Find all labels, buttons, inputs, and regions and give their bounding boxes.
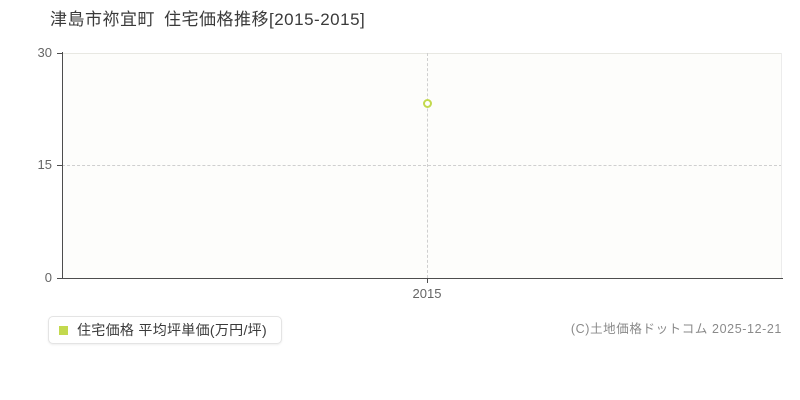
y-tick-mark-30	[57, 53, 62, 54]
x-tick-label-2015: 2015	[412, 286, 442, 301]
y-axis-line	[62, 52, 63, 279]
plot-right-edge	[781, 53, 782, 278]
legend-label: 住宅価格 平均坪単価(万円/坪)	[77, 322, 267, 338]
y-tick-label-0: 0	[44, 270, 52, 285]
chart-title-metric: 住宅価格推移[2015-2015]	[164, 10, 366, 29]
y-tick-label-30: 30	[37, 45, 52, 60]
x-axis-line	[62, 278, 783, 279]
legend-swatch-icon	[59, 325, 68, 335]
y-tick-label-15: 15	[37, 157, 52, 172]
plot-area	[62, 53, 782, 278]
gridline-y-15	[62, 165, 782, 166]
copyright-credit: (C)土地価格ドットコム 2025-12-21	[570, 322, 782, 336]
y-tick-mark-0	[57, 278, 62, 279]
gridline-y-30	[62, 53, 782, 54]
x-tick-mark-2015	[427, 278, 428, 283]
chart-title: 津島市祢宜町 住宅価格推移[2015-2015]	[50, 8, 365, 32]
legend[interactable]: 住宅価格 平均坪単価(万円/坪)	[48, 316, 282, 344]
y-tick-mark-15	[57, 165, 62, 166]
gridline-x-2015	[427, 53, 428, 278]
data-point-2015[interactable]	[422, 98, 432, 108]
chart-title-place: 津島市祢宜町	[50, 10, 155, 29]
